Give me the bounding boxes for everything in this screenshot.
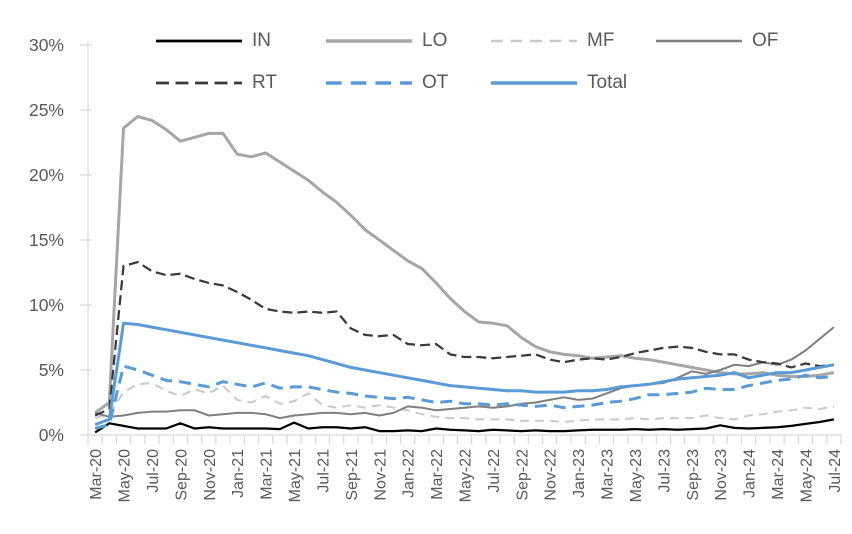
- legend-label-in: IN: [252, 30, 271, 51]
- x-axis-label-may-24: May-24: [798, 449, 815, 502]
- legend-item-lo: LO: [325, 30, 447, 52]
- x-axis-label-sep-21: Sep-21: [344, 449, 361, 501]
- series-line-mf: [94, 382, 835, 423]
- x-axis-label-mar-24: Mar-24: [770, 449, 787, 500]
- y-axis-label: 5%: [39, 360, 64, 380]
- y-axis-label: 10%: [29, 295, 64, 315]
- series-line-ot: [94, 364, 835, 430]
- y-axis-label: 0%: [39, 425, 64, 445]
- x-axis-label-jan-21: Jan-21: [230, 449, 247, 498]
- legend-label-mf: MF: [587, 30, 615, 51]
- legend-label-ot: OT: [422, 72, 449, 93]
- legend-item-of: OF: [655, 30, 778, 52]
- legend-label-rt: RT: [252, 72, 277, 93]
- x-axis-label-nov-22: Nov-22: [543, 449, 560, 501]
- legend-swatch-in-line-icon: [156, 39, 242, 43]
- legend-label-of: OF: [752, 30, 779, 51]
- x-axis-label-mar-23: Mar-23: [600, 449, 617, 500]
- x-axis-label-nov-21: Nov-21: [372, 449, 389, 501]
- x-axis-label-jan-22: Jan-22: [401, 449, 418, 498]
- y-axis-label: 25%: [29, 100, 64, 120]
- x-axis-label-may-22: May-22: [458, 449, 475, 502]
- x-axis-label-jul-24: Jul-24: [827, 449, 844, 493]
- x-axis-label-mar-20: Mar-20: [88, 449, 105, 500]
- x-axis-label-jul-23: Jul-23: [656, 449, 673, 493]
- series-line-of: [94, 326, 835, 420]
- x-axis-label-jan-24: Jan-24: [742, 449, 759, 498]
- x-axis-label-mar-22: Mar-22: [429, 449, 446, 500]
- series-line-rt: [94, 260, 835, 417]
- y-axis-label: 20%: [29, 165, 64, 185]
- x-axis-label-sep-20: Sep-20: [173, 449, 190, 501]
- legend-swatch-mf-line-icon: [491, 39, 577, 43]
- series-line-total: [94, 321, 835, 427]
- y-axis-label: 30%: [29, 35, 64, 55]
- legend-swatch-ot-line-icon: [326, 81, 412, 85]
- series-line-in: [94, 418, 835, 434]
- y-axis-label: 15%: [29, 230, 64, 250]
- x-axis-label-may-20: May-20: [117, 449, 134, 502]
- x-axis-label-jul-22: Jul-22: [486, 449, 503, 493]
- legend-swatch-total-line-icon: [491, 81, 577, 85]
- x-axis-label-mar-21: Mar-21: [259, 449, 276, 500]
- legend-label-lo: LO: [422, 30, 448, 51]
- x-axis-label-nov-23: Nov-23: [713, 449, 730, 501]
- x-axis-label-nov-20: Nov-20: [202, 449, 219, 501]
- x-axis-label-sep-22: Sep-22: [514, 449, 531, 501]
- series-line-lo: [94, 115, 835, 415]
- legend-label-total: Total: [587, 72, 628, 93]
- x-axis-label-may-21: May-21: [287, 449, 304, 502]
- legend-swatch-rt-line-icon: [156, 81, 242, 85]
- x-axis-label-may-23: May-23: [628, 449, 645, 502]
- legend-item-rt: RT: [155, 72, 277, 94]
- legend-item-total: Total: [490, 72, 627, 94]
- x-axis-label-sep-23: Sep-23: [685, 449, 702, 501]
- x-axis-label-jan-23: Jan-23: [571, 449, 588, 498]
- legend-item-in: IN: [155, 30, 271, 52]
- legend-item-mf: MF: [490, 30, 614, 52]
- x-axis-label-jul-20: Jul-20: [145, 449, 162, 493]
- x-axis-label-jul-21: Jul-21: [315, 449, 332, 493]
- legend-swatch-of-line-icon: [656, 39, 742, 43]
- legend-swatch-lo-line-icon: [326, 39, 412, 43]
- legend-item-ot: OT: [325, 72, 448, 94]
